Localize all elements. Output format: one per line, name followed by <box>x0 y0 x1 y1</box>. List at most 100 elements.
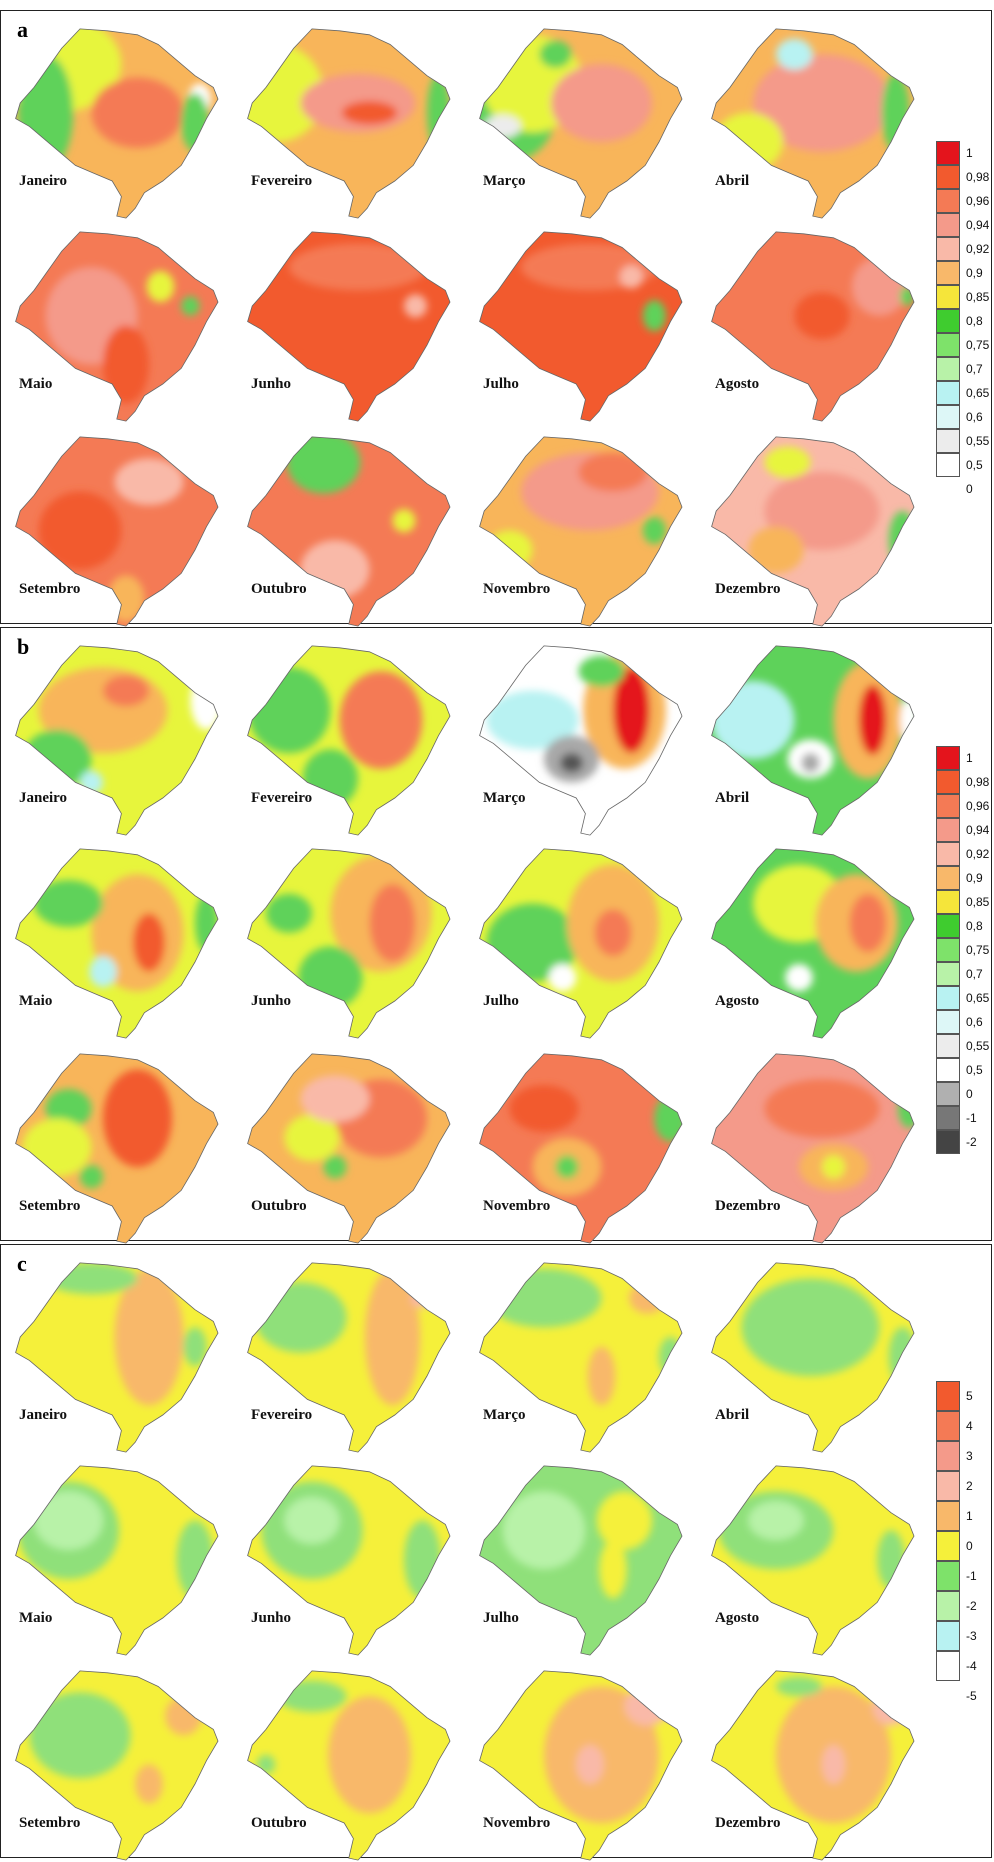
contour-region <box>300 1075 370 1123</box>
month-label: Junho <box>251 993 292 1009</box>
map-svg <box>711 848 915 1039</box>
contour-region <box>550 64 653 142</box>
map-svg <box>479 1670 683 1861</box>
contour-region <box>392 509 416 533</box>
map-maio <box>11 845 241 1040</box>
map-svg <box>479 1053 683 1244</box>
month-label: Março <box>483 173 526 189</box>
legend-swatch <box>936 1501 960 1531</box>
contour-region <box>427 73 450 152</box>
map-outubro <box>243 1667 473 1862</box>
panel-c: c Janeiro Fevereiro Março Abril Maio Junho Julh… <box>0 1244 992 1861</box>
map-novembro <box>475 433 705 628</box>
map-svg <box>247 1465 451 1656</box>
month-label: Março <box>483 790 526 806</box>
contour-region <box>135 1764 163 1804</box>
state-outline <box>15 231 219 422</box>
contour-region <box>339 671 423 769</box>
legend-label: 0,5 <box>966 1063 983 1077</box>
state-outline <box>479 848 683 1039</box>
month-label: Julho <box>483 993 519 1009</box>
month-label: Setembro <box>19 1815 81 1831</box>
contour-region <box>256 1754 276 1775</box>
map-svg <box>15 645 219 836</box>
contour-region <box>183 1327 207 1367</box>
map-novembro <box>475 1050 705 1245</box>
state-outline <box>15 1465 219 1656</box>
month-label: Outubro <box>251 581 307 597</box>
contour-region <box>34 880 103 927</box>
map-svg <box>15 1262 219 1453</box>
legend-label: 0,6 <box>966 1015 983 1029</box>
panel-b: b Janeiro Fevereiro Março Abril Maio Junho Julh… <box>0 627 992 1244</box>
map-abril <box>707 1259 937 1454</box>
contour-region <box>764 446 811 478</box>
map-fevereiro <box>243 1259 473 1454</box>
legend-label: 5 <box>966 1389 973 1403</box>
contour-region <box>247 667 331 754</box>
contour-region <box>851 257 908 316</box>
map-maio <box>11 228 241 423</box>
map-svg <box>479 848 683 1039</box>
map-svg <box>479 645 683 836</box>
state-outline <box>479 436 683 627</box>
legend-swatch <box>936 141 960 165</box>
legend-label: -4 <box>966 1659 977 1673</box>
legend-label: -5 <box>966 1689 977 1703</box>
legend-label: 0,94 <box>966 218 990 232</box>
map-svg <box>711 645 915 836</box>
legend-label: 0,92 <box>966 847 990 861</box>
map-svg <box>15 848 219 1039</box>
month-label: Março <box>483 1407 526 1423</box>
legend-label: 0,85 <box>966 895 990 909</box>
contour-region <box>107 575 145 623</box>
month-label: Outubro <box>251 1198 307 1214</box>
contour-region <box>642 300 666 332</box>
legend-swatch <box>936 1381 960 1411</box>
month-label: Maio <box>19 1610 53 1626</box>
contour-region <box>190 671 218 730</box>
map-julho <box>475 228 705 423</box>
contour-region <box>89 956 117 988</box>
map-svg <box>479 28 683 219</box>
map-svg <box>247 645 451 836</box>
state-outline <box>479 1262 683 1453</box>
legend-swatch <box>936 405 960 429</box>
legend-swatch <box>936 285 960 309</box>
map-svg <box>479 231 683 422</box>
month-label: Maio <box>19 993 53 1009</box>
map-svg <box>247 848 451 1039</box>
contour-region <box>277 1680 347 1712</box>
contour-region <box>323 1155 347 1179</box>
contour-region <box>560 753 584 773</box>
month-label: Outubro <box>251 1815 307 1831</box>
contour-region <box>486 690 579 750</box>
state-outline <box>479 28 683 219</box>
contour-region <box>369 884 416 962</box>
legend-label: -1 <box>966 1569 977 1583</box>
legend-swatch <box>936 237 960 261</box>
state-outline <box>15 1670 219 1861</box>
panel-letter: c <box>17 1251 27 1276</box>
map-janeiro <box>11 25 241 220</box>
map-julho <box>475 1462 705 1657</box>
month-label: Novembro <box>483 1198 551 1214</box>
legend-label: 0,55 <box>966 434 990 448</box>
state-outline <box>711 645 915 836</box>
map-junho <box>243 1462 473 1657</box>
legend-label: 0,85 <box>966 290 990 304</box>
contour-region <box>872 1686 910 1726</box>
month-label: Janeiro <box>19 173 68 189</box>
legend-swatch <box>936 1058 960 1082</box>
contour-region <box>286 436 361 494</box>
contour-region <box>114 1268 184 1406</box>
month-label: Agosto <box>715 1610 760 1626</box>
contour-region <box>300 540 370 599</box>
contour-region <box>900 696 914 744</box>
map-fevereiro <box>243 642 473 837</box>
legend-label: 1 <box>966 1509 973 1523</box>
legend-swatch <box>936 1531 960 1561</box>
legend-swatch <box>936 1010 960 1034</box>
map-agosto <box>707 1462 937 1657</box>
contour-region <box>486 530 533 570</box>
